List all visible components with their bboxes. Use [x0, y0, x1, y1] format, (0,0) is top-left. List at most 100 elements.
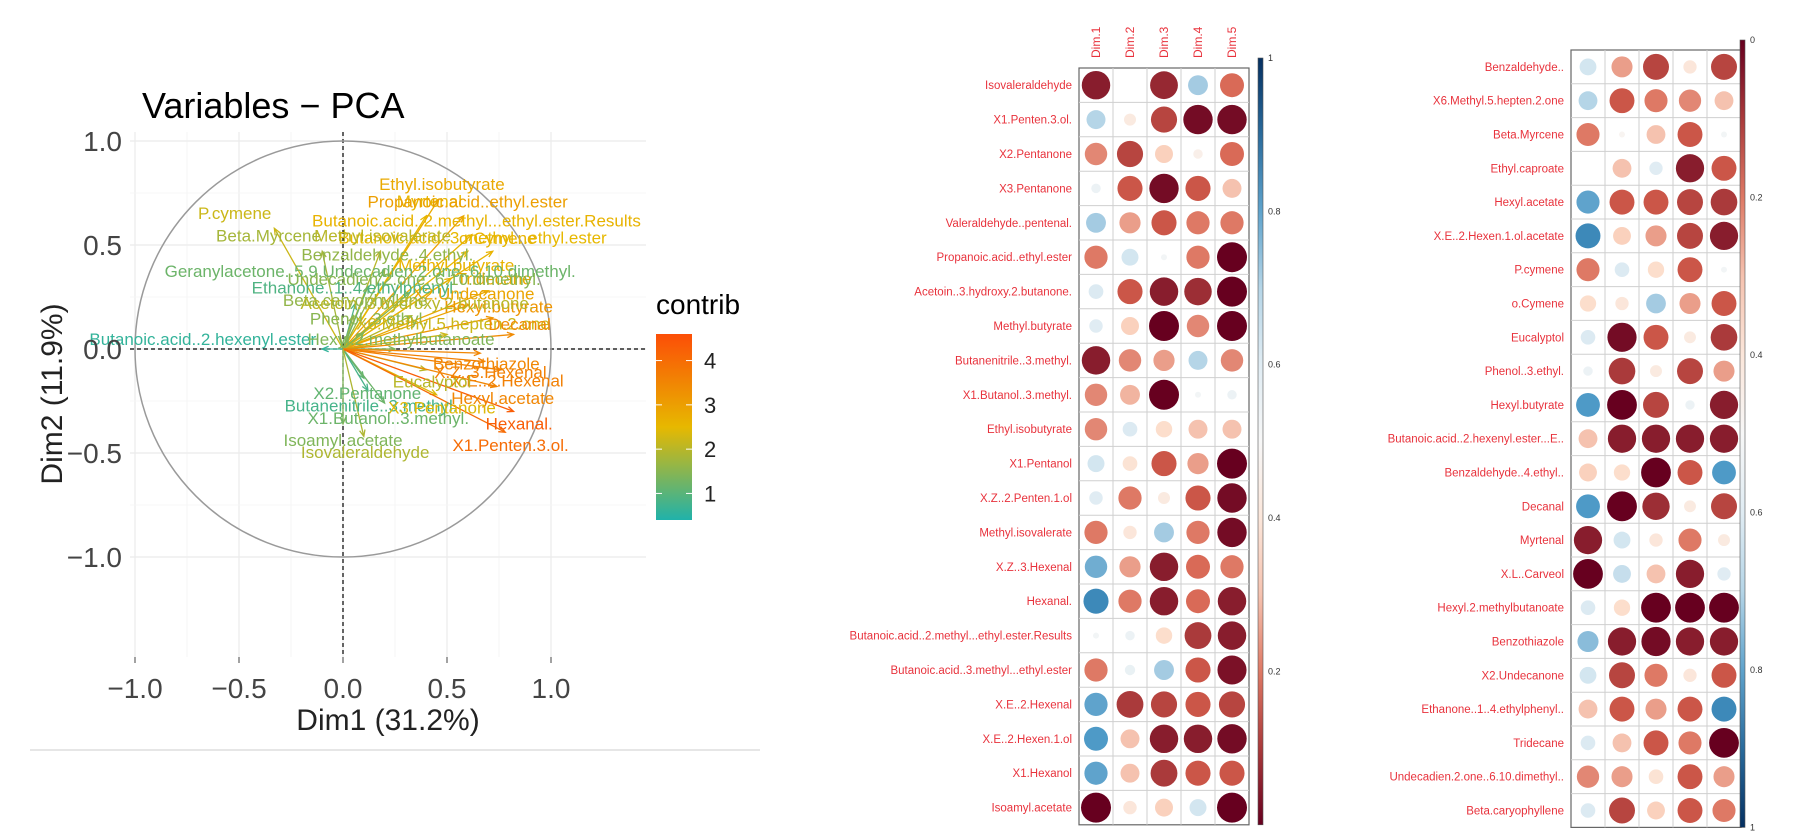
- corr-cell-dot: [1649, 533, 1663, 547]
- corr-cell-dot: [1217, 311, 1247, 341]
- pca-x-tick-label: −0.5: [211, 673, 266, 704]
- pca-arrow-head: [375, 249, 382, 259]
- corr-colorbar-tick-label: 0.6: [1268, 360, 1281, 370]
- corr-row-label: Ethyl.caproate: [1490, 163, 1564, 175]
- pca-y-tick-label: 0.0: [83, 334, 122, 365]
- corr-cell-dot: [1187, 452, 1209, 475]
- corr-cell-dot: [1711, 53, 1737, 80]
- pca-arrow-head: [320, 345, 329, 353]
- pca-variable-label: X1.Penten.3.ol.: [452, 436, 568, 455]
- pca-arrow: [342, 215, 465, 350]
- corr-cell-dot: [1576, 392, 1600, 417]
- pca-arrow: [342, 348, 506, 433]
- corr-row-label: X.E..2.Hexenal: [995, 699, 1072, 711]
- corr-cell-dot: [1678, 528, 1702, 552]
- corr-cell-dot: [1084, 417, 1108, 441]
- corr-cell-dot: [1149, 277, 1179, 306]
- corr-row-label: Eucalyptol: [1511, 332, 1564, 344]
- corr-cell-dot: [1217, 792, 1247, 823]
- pca-variable-labels: Ethyl.isobutyrateMyrtenalPropanoic.acid.…: [89, 175, 640, 462]
- corr-cell-dot: [1683, 668, 1697, 682]
- pca-arrow-head: [485, 315, 495, 323]
- pca-arrow-head: [359, 429, 366, 438]
- pca-arrow: [342, 317, 493, 350]
- pca-arrow: [342, 348, 481, 354]
- corr-row-label: X1.Pentanol: [1009, 459, 1072, 471]
- corr-cell-dot: [1185, 485, 1211, 511]
- corr-cell-dot: [1195, 391, 1201, 398]
- corr-colorbar-tick-label: 1: [1750, 822, 1755, 832]
- corr-cell-dot: [1613, 599, 1631, 616]
- corr-row-label: X.Z..3.Hexenal: [996, 562, 1072, 574]
- pca-variable-label: Hexyl.butyrate: [444, 298, 553, 317]
- corr-cell-dot: [1153, 349, 1175, 372]
- corr-cell-dot: [1217, 242, 1247, 273]
- corr-cell-dot: [1614, 262, 1630, 277]
- corr-cell-dot: [1217, 517, 1247, 548]
- corr-cell-dot: [1709, 221, 1739, 251]
- corr-cell-dot: [1609, 662, 1635, 689]
- corr-cell-dot: [1188, 419, 1208, 439]
- corr-cell-dot: [1118, 486, 1142, 510]
- pca-arrow: [342, 348, 485, 363]
- pca-variable-label: P.cymene: [198, 204, 271, 223]
- corr-cell-dot: [1678, 89, 1702, 112]
- pca-arrow-head: [320, 249, 327, 259]
- corr-cell-dot: [1710, 323, 1738, 351]
- corr-cell-dot: [1220, 349, 1244, 372]
- pca-arrow-head: [404, 314, 414, 322]
- corr-cell-dot: [1222, 419, 1242, 439]
- pca-arrow-head: [361, 383, 369, 393]
- corr-cell-dot: [1577, 630, 1599, 653]
- corr-colorbar-tick-label: 0.2: [1268, 666, 1281, 676]
- corr-cell-dot: [1220, 211, 1244, 235]
- pca-arrow-head: [273, 226, 281, 236]
- corr-cell-dot: [1220, 142, 1244, 166]
- corr-cell-dot: [1120, 384, 1140, 405]
- corr-cell-dot: [1154, 660, 1174, 680]
- corr-cell-dot: [1158, 492, 1170, 504]
- pca-arrow-head: [362, 285, 369, 294]
- corr-cell-dot: [1677, 122, 1703, 147]
- corr-cell-dot: [1186, 314, 1210, 338]
- corr-cell-dot: [1184, 622, 1212, 650]
- corr-row-label: P.cymene: [1514, 265, 1564, 277]
- corr-cell-dot: [1081, 70, 1111, 100]
- pca-arrow: [342, 348, 386, 404]
- pca-variable-label: X1.Butanol..3.methyl.: [307, 409, 469, 428]
- corr-cell-dot: [1087, 455, 1105, 473]
- corr-cell-dot: [1161, 254, 1167, 261]
- corr-cell-dot: [1116, 140, 1144, 168]
- pca-x-tick-label: 1.0: [532, 673, 571, 704]
- corr-column-label: Dim.5: [1225, 26, 1239, 58]
- pca-variable-label: Hexanal.: [486, 414, 553, 433]
- corr-row-label: Decanal: [1522, 501, 1564, 513]
- corr-cell-dot: [1081, 346, 1111, 375]
- corr-cell-dot: [1217, 655, 1247, 685]
- pca-variable-label: o.Cymene: [459, 229, 536, 248]
- pca-arrow: [342, 348, 502, 371]
- corr-cell-dot: [1641, 626, 1671, 657]
- corr-cell-dot: [1155, 798, 1173, 817]
- corr-cell-dot: [1675, 424, 1705, 453]
- corr-cell-dot: [1678, 731, 1702, 755]
- corr-row-label: Undecadien.2.one..6.10.dimethyl..: [1389, 772, 1564, 784]
- pca-variable-label: Benzaldehyde..4.ethyl.: [301, 246, 473, 265]
- corr-cell-dot: [1121, 317, 1139, 335]
- pca-arrow-head: [477, 357, 487, 365]
- pca-arrow-head: [465, 233, 474, 242]
- corr-cell-dot: [1573, 525, 1603, 555]
- corr-cell-dot: [1576, 765, 1600, 788]
- corr-column-label: Dim.3: [1157, 26, 1171, 58]
- corr-cell-dot: [1120, 729, 1140, 749]
- corr-cell-dot: [1086, 212, 1106, 233]
- corr-cell-dot: [1684, 500, 1696, 513]
- corr-cell-dot: [1677, 189, 1703, 216]
- corr-cell-dot: [1123, 800, 1137, 815]
- corr-cell-dot: [1086, 110, 1106, 130]
- corr-colorbar-tick-label: 0.8: [1268, 206, 1281, 216]
- corr-cell-dot: [1718, 534, 1730, 547]
- corr-cell-dot: [1579, 58, 1597, 76]
- corr-cell-dot: [1227, 390, 1237, 400]
- corr-cell-dot: [1218, 691, 1246, 718]
